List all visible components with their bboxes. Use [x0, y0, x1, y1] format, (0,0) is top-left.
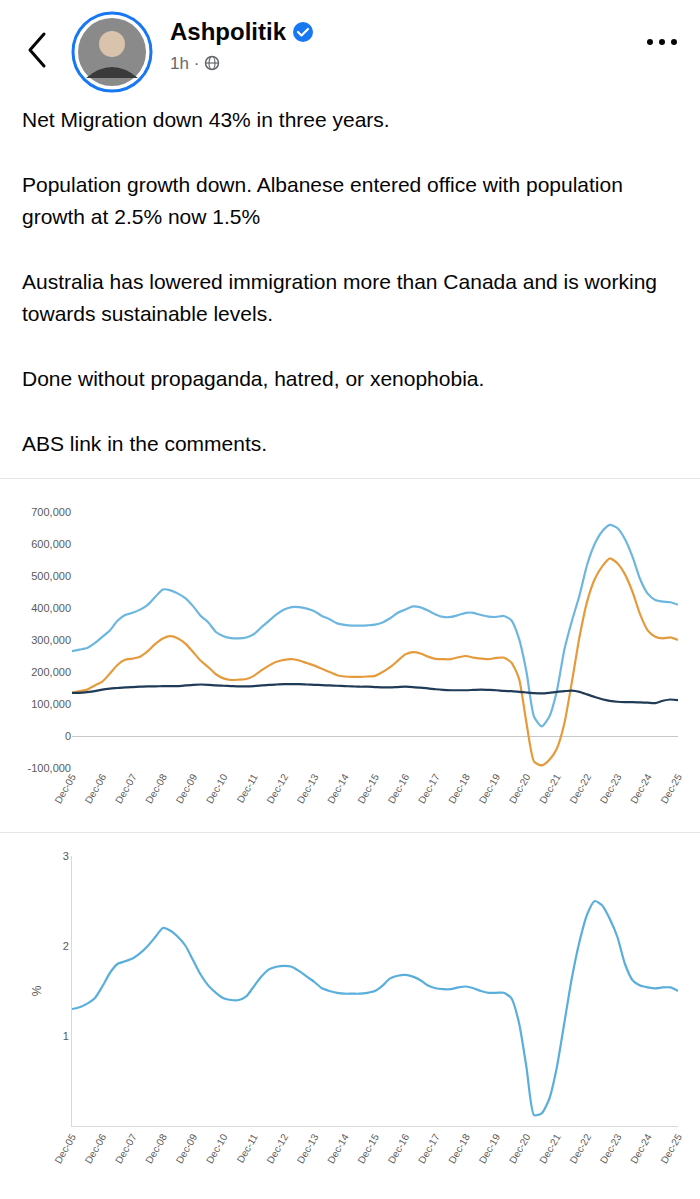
- svg-text:300,000: 300,000: [31, 634, 71, 646]
- svg-text:Dec-07: Dec-07: [113, 1132, 139, 1166]
- svg-text:Dec-23: Dec-23: [598, 772, 624, 806]
- svg-text:1: 1: [63, 1030, 69, 1042]
- svg-text:400,000: 400,000: [31, 602, 71, 614]
- html-text:Australia has lowered immigrat: Australia has lowered immigration more t…: [22, 270, 657, 325]
- svg-text:200,000: 200,000: [31, 666, 71, 678]
- svg-text:Dec-24: Dec-24: [628, 1132, 654, 1166]
- svg-text:Dec-22: Dec-22: [568, 1132, 594, 1166]
- svg-text:Dec-06: Dec-06: [83, 772, 109, 806]
- svg-text:Dec-16: Dec-16: [386, 1132, 412, 1166]
- svg-text:Dec-13: Dec-13: [295, 1132, 321, 1166]
- svg-text:Dec-18: Dec-18: [446, 772, 472, 806]
- svg-text:Dec-10: Dec-10: [204, 772, 230, 806]
- svg-text:Dec-13: Dec-13: [295, 772, 321, 806]
- svg-text:Dec-08: Dec-08: [143, 1132, 169, 1166]
- svg-text:Dec-08: Dec-08: [143, 772, 169, 806]
- svg-text:100,000: 100,000: [31, 698, 71, 710]
- svg-text:Dec-21: Dec-21: [537, 1132, 563, 1166]
- svg-text:Dec-07: Dec-07: [113, 772, 139, 806]
- svg-text:3: 3: [63, 850, 69, 862]
- svg-text:Dec-17: Dec-17: [416, 1132, 442, 1166]
- svg-text:Dec-05: Dec-05: [52, 1132, 78, 1166]
- svg-text:Dec-24: Dec-24: [628, 772, 654, 806]
- svg-text:Dec-20: Dec-20: [507, 772, 533, 806]
- svg-text:Dec-17: Dec-17: [416, 772, 442, 806]
- svg-text:600,000: 600,000: [31, 538, 71, 550]
- svg-text:Dec-12: Dec-12: [265, 1132, 291, 1166]
- svg-text:%: %: [30, 985, 44, 996]
- svg-text:Dec-10: Dec-10: [204, 1132, 230, 1166]
- svg-text:-100,000: -100,000: [28, 762, 71, 774]
- svg-text:Dec-11: Dec-11: [235, 1132, 260, 1165]
- html-text:Population growth down. Albane: Population growth down. Albanese entered…: [22, 173, 623, 228]
- svg-text:Dec-19: Dec-19: [477, 1132, 503, 1166]
- html-text:ABS link in the comments.: ABS link in the comments.: [22, 432, 268, 455]
- svg-text:Dec-21: Dec-21: [537, 772, 563, 806]
- svg-text:700,000: 700,000: [31, 506, 71, 518]
- svg-text:Dec-22: Dec-22: [568, 772, 594, 806]
- svg-text:Dec-25: Dec-25: [658, 772, 684, 806]
- svg-text:Dec-09: Dec-09: [174, 1132, 200, 1166]
- svg-text:Dec-16: Dec-16: [386, 772, 412, 806]
- svg-text:Dec-15: Dec-15: [355, 772, 381, 806]
- svg-text:Dec-15: Dec-15: [355, 1132, 381, 1166]
- svg-text:Dec-09: Dec-09: [174, 772, 200, 806]
- html-text:Done without propaganda, hatre: Done without propaganda, hatred, or xeno…: [22, 367, 485, 390]
- svg-text:500,000: 500,000: [31, 570, 71, 582]
- svg-text:2: 2: [63, 940, 69, 952]
- svg-text:Dec-11: Dec-11: [235, 772, 260, 805]
- svg-text:Dec-23: Dec-23: [598, 1132, 624, 1166]
- svg-text:Dec-20: Dec-20: [507, 1132, 533, 1166]
- svg-text:Dec-25: Dec-25: [658, 1132, 684, 1166]
- svg-text:Dec-12: Dec-12: [265, 772, 291, 806]
- svg-text:Dec-14: Dec-14: [325, 772, 351, 806]
- html-text:Ashpolitik: Ashpolitik: [170, 18, 286, 45]
- svg-text:0: 0: [65, 730, 71, 742]
- svg-text:Dec-06: Dec-06: [83, 1132, 109, 1166]
- html-text:Net Migration down 43% in thre: Net Migration down 43% in three years.: [22, 108, 390, 131]
- svg-text:Dec-14: Dec-14: [325, 1132, 351, 1166]
- svg-text:Dec-05: Dec-05: [52, 772, 78, 806]
- svg-text:Dec-19: Dec-19: [477, 772, 503, 806]
- html-text:1h ·: 1h ·: [170, 54, 200, 73]
- svg-text:Dec-18: Dec-18: [446, 1132, 472, 1166]
